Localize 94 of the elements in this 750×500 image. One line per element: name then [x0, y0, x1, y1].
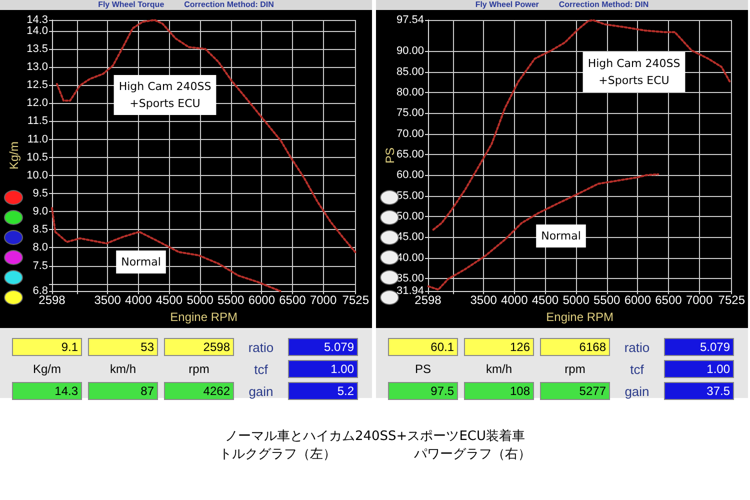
- y-tick-label: 97.54: [396, 14, 424, 26]
- x-tick-label: 5500: [218, 293, 245, 308]
- y-tick-label: 7.5: [32, 260, 48, 272]
- text: 1.00: [288, 360, 358, 378]
- x-tick-label: 2598: [414, 293, 442, 308]
- line-series: [432, 19, 731, 231]
- y-tick-label: 9.0: [32, 206, 48, 218]
- y-tick-label: 90.00: [396, 45, 424, 58]
- chart-title: Fly Wheel Torque: [98, 0, 164, 9]
- text: gain: [624, 382, 650, 400]
- x-axis-title: Engine RPM: [170, 310, 238, 324]
- y-tick-label: 80.00: [396, 86, 424, 98]
- x-tick-label: 7525: [718, 293, 746, 308]
- y-tick-label: 8.0: [32, 242, 48, 254]
- text: 53: [88, 338, 158, 356]
- annotation: Normal: [121, 256, 161, 268]
- text: PS: [414, 361, 432, 378]
- y-tick-label: 70.00: [396, 128, 424, 140]
- text: ノーマル車とハイカム240SS+スポーツECU装着車: [224, 428, 526, 446]
- text: 5277: [540, 382, 610, 400]
- x-tick-label: 4000: [501, 293, 528, 308]
- text: 5.079: [664, 338, 734, 356]
- line-series: [427, 173, 660, 291]
- text: Kg/m: [32, 361, 62, 378]
- x-axis-title: Engine RPM: [546, 310, 614, 324]
- x-tick-label: 5000: [562, 293, 590, 308]
- annotation: High Cam 240SS +Sports ECU: [588, 57, 680, 87]
- y-axis-title: Kg/m: [7, 142, 21, 170]
- y-tick-label: 40.00: [396, 252, 424, 264]
- text: rpm: [564, 361, 586, 378]
- y-tick-label: 45.00: [396, 231, 424, 244]
- x-tick-label: 6500: [279, 293, 306, 308]
- y-tick-label: 10.0: [26, 169, 48, 182]
- text: tcf: [253, 360, 269, 378]
- x-tick-label: 7525: [342, 293, 370, 308]
- text: 126: [464, 338, 534, 356]
- x-tick-label: 4000: [125, 293, 152, 308]
- text: 60.1: [388, 338, 458, 356]
- x-tick-label: 5500: [594, 293, 621, 308]
- y-tick-label: 9.5: [32, 188, 48, 200]
- x-tick-label: 7000: [686, 293, 713, 308]
- y-tick-label: 65.00: [396, 148, 424, 160]
- text: 108: [464, 382, 534, 400]
- y-tick-label: 12.5: [26, 79, 48, 92]
- y-tick-label: 12.0: [26, 97, 48, 110]
- x-tick-label: 5000: [186, 293, 214, 308]
- text: rpm: [188, 361, 210, 378]
- text: km/h: [108, 361, 137, 378]
- text: 2598: [164, 338, 234, 356]
- text: ratio: [623, 338, 651, 356]
- x-tick-label: 6000: [624, 293, 652, 308]
- text: 4262: [164, 382, 234, 400]
- x-tick-label: 4500: [532, 293, 559, 308]
- chart-subtitle: Correction Method: DIN: [558, 0, 649, 9]
- x-tick-label: 7000: [310, 293, 337, 308]
- y-tick-label: 60.00: [396, 169, 424, 182]
- y-tick-label: 13.5: [26, 42, 48, 55]
- x-tick-label: 3500: [94, 293, 122, 308]
- text: トルクグラフ（左） パワーグラフ（右）: [218, 446, 532, 464]
- text: tcf: [629, 360, 645, 378]
- y-tick-label: 13.0: [26, 60, 48, 73]
- text: 87: [88, 382, 158, 400]
- x-tick-label: 6000: [248, 293, 276, 308]
- text: 6168: [540, 338, 610, 356]
- text: 1.00: [664, 360, 734, 378]
- y-tick-label: 14.3: [26, 14, 48, 26]
- text: 9.1: [12, 338, 82, 356]
- text: km/h: [484, 361, 513, 378]
- y-tick-label: 8.5: [32, 224, 48, 236]
- text: 5.079: [288, 338, 358, 356]
- x-tick-label: 3500: [470, 293, 498, 308]
- y-tick-label: 14.0: [26, 24, 48, 37]
- annotation: High Cam 240SS +Sports ECU: [118, 80, 212, 110]
- x-tick-label: 6500: [655, 293, 682, 308]
- y-tick-label: 11.0: [27, 133, 48, 146]
- y-tick-label: 10.5: [26, 151, 48, 164]
- text: gain: [248, 382, 274, 400]
- x-tick-label: 4500: [156, 293, 183, 308]
- y-tick-label: 75.00: [396, 107, 424, 120]
- y-tick-label: 55.00: [396, 190, 424, 202]
- chart-subtitle: Correction Method: DIN: [184, 0, 274, 9]
- text: ratio: [247, 338, 275, 356]
- y-tick-label: 11.5: [27, 115, 48, 128]
- line-series: [56, 19, 356, 254]
- x-tick-label: 2598: [38, 293, 66, 308]
- chart-title: Fly Wheel Power: [475, 0, 539, 9]
- text: 37.5: [664, 382, 734, 400]
- text: 97.5: [388, 382, 458, 400]
- y-axis-title: PS: [383, 148, 397, 164]
- y-tick-label: 35.00: [396, 272, 424, 284]
- line-series: [51, 206, 282, 292]
- y-tick-label: 85.00: [396, 66, 424, 78]
- text: 5.2: [288, 382, 358, 400]
- annotation: Normal: [541, 230, 581, 242]
